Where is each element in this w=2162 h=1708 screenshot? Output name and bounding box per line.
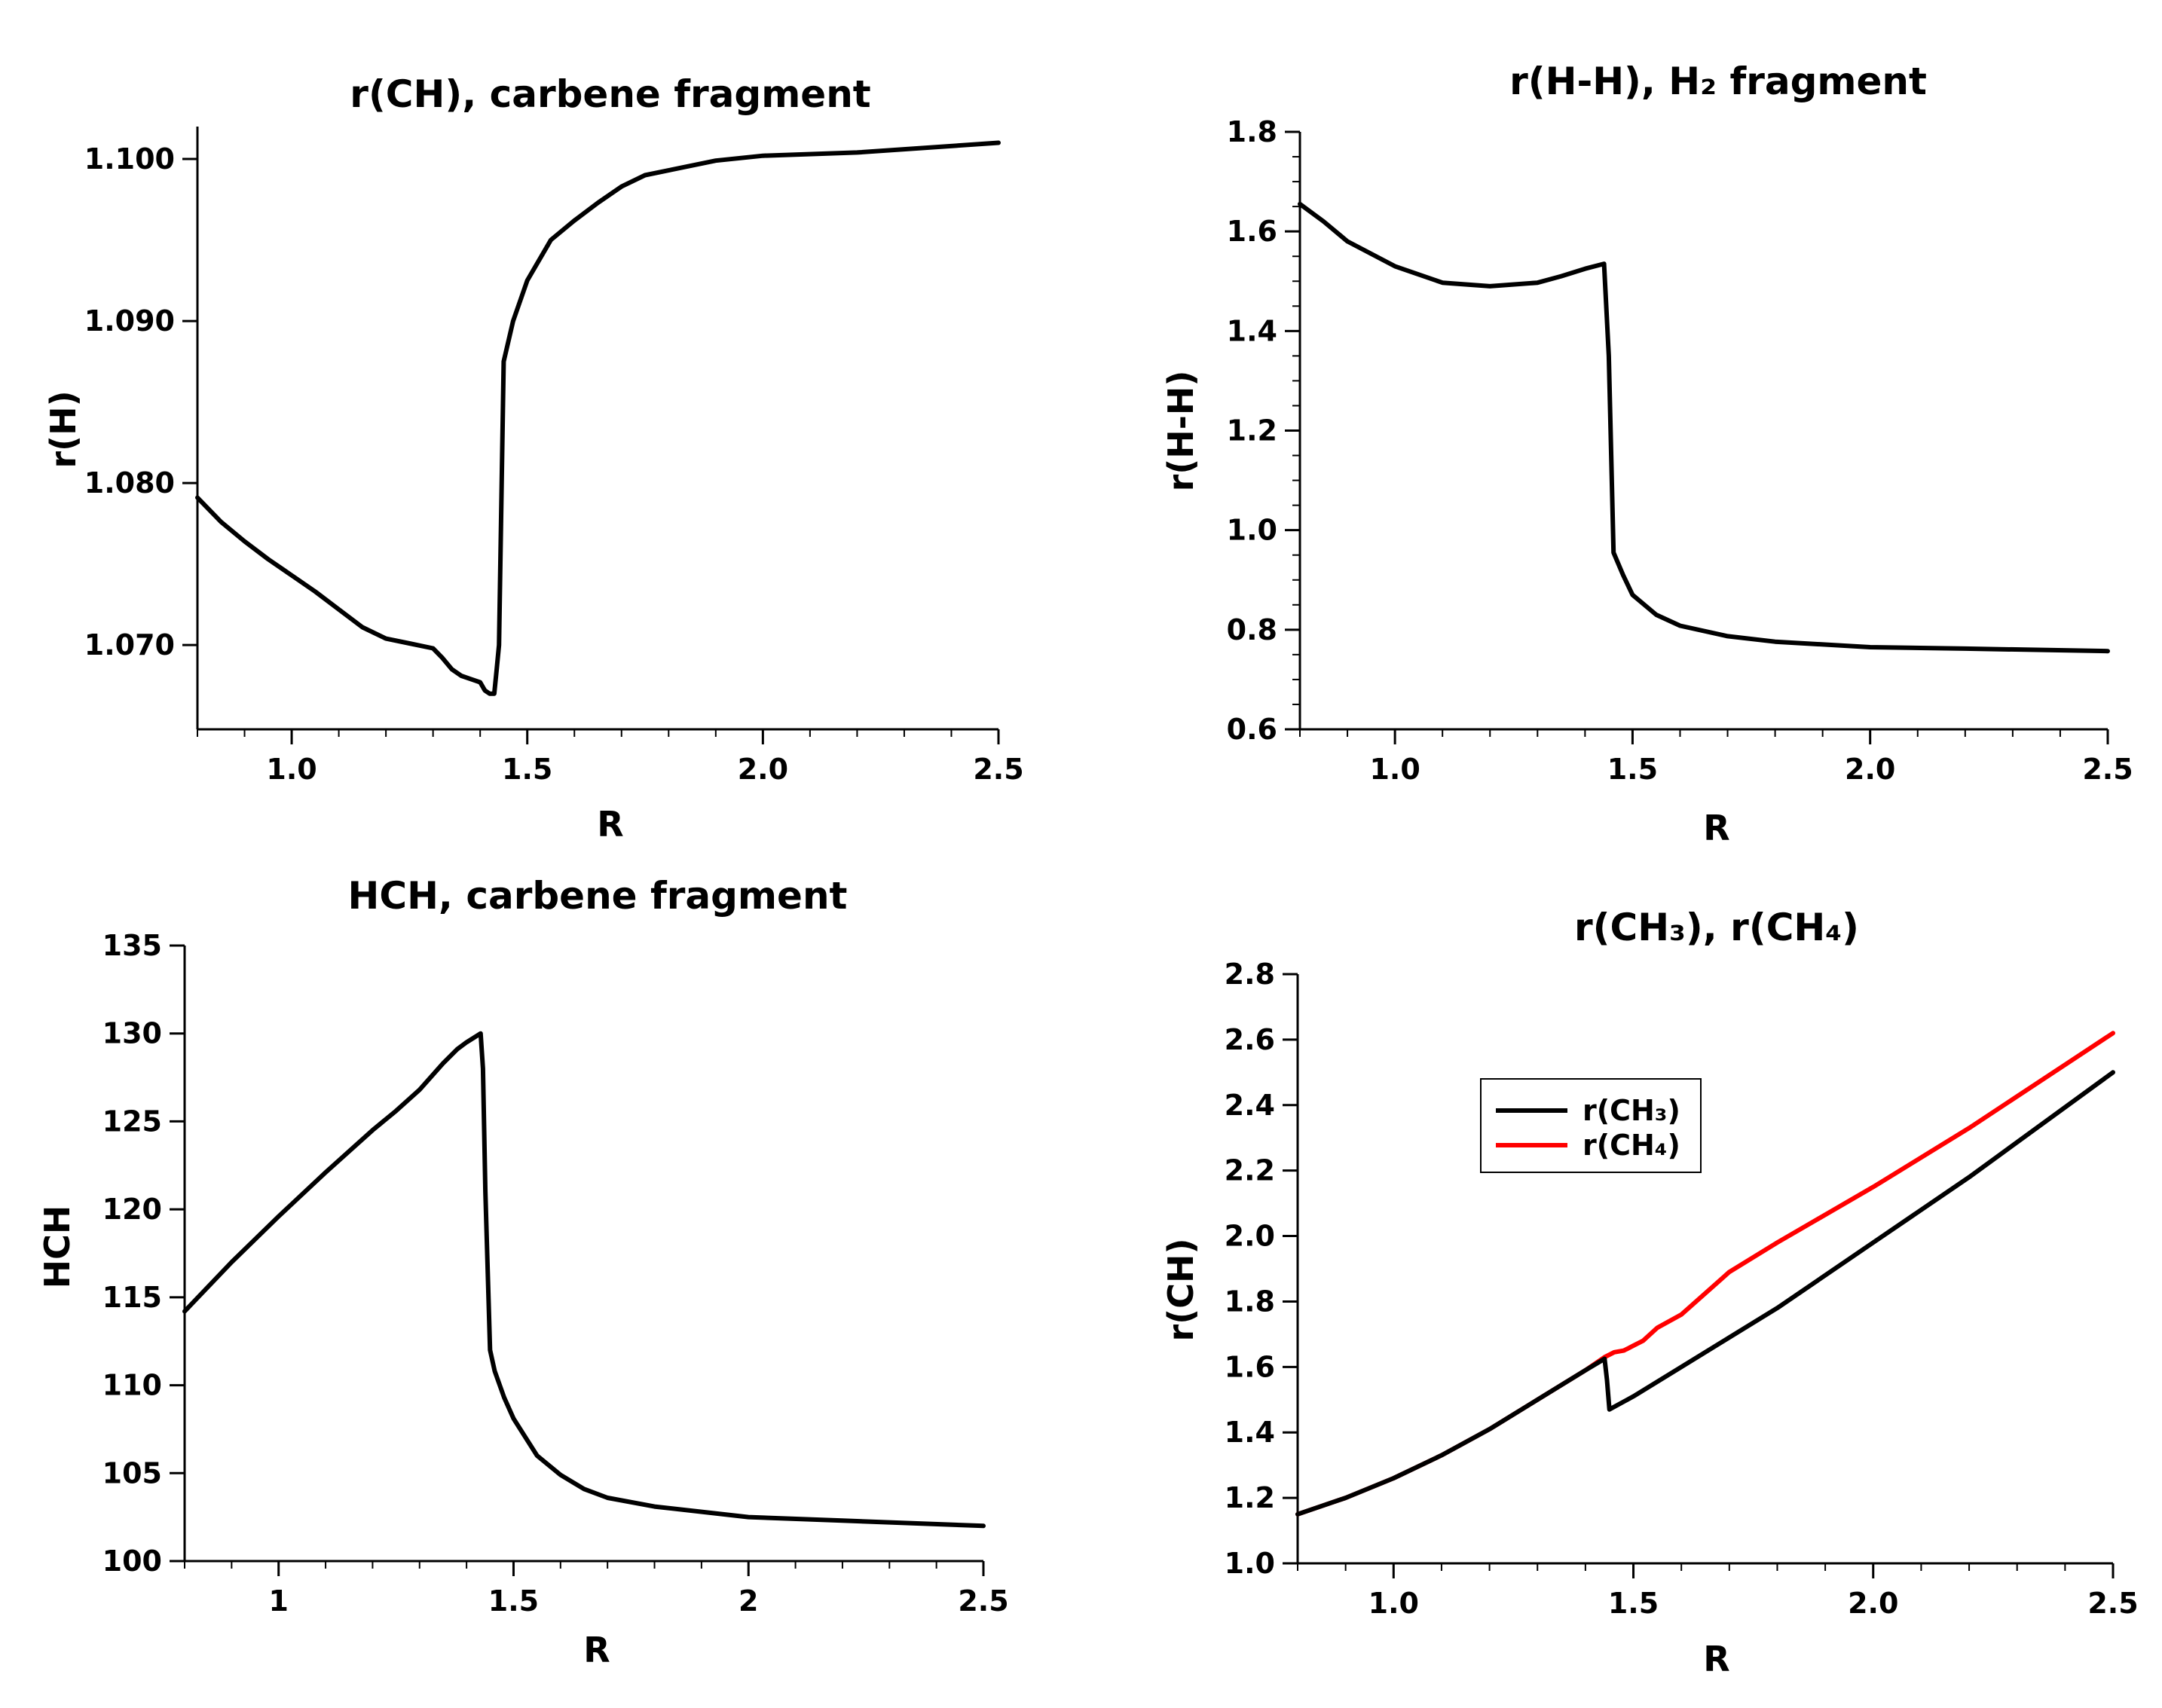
y-tick-label: 135 xyxy=(102,929,162,962)
x-tick-label: 2.0 xyxy=(1848,1587,1898,1620)
y-tick-label: 1.2 xyxy=(1225,1481,1275,1514)
x-tick-label: 2.5 xyxy=(973,753,1023,786)
x-tick-label: 1.0 xyxy=(1368,1587,1419,1620)
y-tick-label: 1.080 xyxy=(84,466,175,500)
panel-hch-carbene: HCH, carbene fragment R HCH 1 1.5 2 2.5 100 1… xyxy=(37,874,1009,1670)
y-tick-label: 0.6 xyxy=(1227,713,1277,746)
y-tick-label: 2.2 xyxy=(1225,1154,1275,1187)
chart-title: HCH, carbene fragment xyxy=(348,874,848,918)
x-tick-label: 1.5 xyxy=(1608,1587,1659,1620)
y-tick-label: 1.100 xyxy=(84,142,175,176)
y-tick-label: 110 xyxy=(102,1369,162,1402)
legend: r(CH₃) r(CH₄) xyxy=(1480,1078,1702,1173)
y-tick-label: 105 xyxy=(102,1456,162,1490)
x-tick-label: 2 xyxy=(739,1584,758,1618)
y-tick-label: 2.4 xyxy=(1225,1089,1275,1122)
x-tick-label: 2.5 xyxy=(2087,1587,2138,1620)
y-tick-label: 2.0 xyxy=(1225,1220,1275,1253)
y-tick-label: 1.6 xyxy=(1227,215,1277,248)
x-tick-label: 1.5 xyxy=(488,1584,539,1618)
y-tick-label: 2.6 xyxy=(1225,1023,1275,1056)
x-tick-label: 2.0 xyxy=(738,753,788,786)
x-tick-label: 1.5 xyxy=(502,753,552,786)
y-tick-label: 1.8 xyxy=(1227,115,1277,148)
series-line xyxy=(195,140,1001,696)
legend-label-rch3: r(CH₃) xyxy=(1583,1094,1680,1127)
series-line xyxy=(182,1031,986,1529)
x-tick-label: 1.0 xyxy=(1369,753,1420,786)
y-tick-label: 1.090 xyxy=(84,304,175,338)
y-tick-label: 1.0 xyxy=(1227,514,1277,547)
panel-rch3-rch4: r(CH₃), r(CH₄) R r(CH) r(CH₃) r(CH₄) 1.0… xyxy=(1161,906,2139,1679)
y-axis-label: r(CH) xyxy=(1161,1239,1201,1342)
panel-rch-carbene: r(CH), carbene fragment R r(H) 1.0 1.5 2.0… xyxy=(43,72,1024,845)
legend-frame xyxy=(1480,1078,1702,1173)
y-tick-label: 130 xyxy=(102,1017,162,1050)
x-tick-label: 1.0 xyxy=(266,753,317,786)
y-axis-label: r(H) xyxy=(43,390,84,468)
series-line-rch xyxy=(1295,1031,2115,1517)
y-tick-label: 125 xyxy=(102,1105,162,1138)
series-line xyxy=(1298,201,2110,654)
y-tick-label: 100 xyxy=(102,1545,162,1578)
y-tick-label: 2.8 xyxy=(1225,958,1275,991)
legend-label-rch4: r(CH₄) xyxy=(1583,1129,1680,1162)
series-line-rch xyxy=(1295,1070,2115,1517)
chart-title: r(CH), carbene fragment xyxy=(350,72,870,116)
y-tick-label: 1.0 xyxy=(1225,1547,1275,1580)
x-tick-label: 1.5 xyxy=(1607,753,1658,786)
y-tick-label: 1.2 xyxy=(1227,414,1277,448)
y-axis-label: r(H-H) xyxy=(1161,371,1201,492)
x-tick-label: 1 xyxy=(268,1584,288,1618)
y-tick-label: 115 xyxy=(102,1281,162,1314)
y-axis-label: HCH xyxy=(37,1205,78,1289)
x-axis-label: R xyxy=(1703,1639,1729,1679)
y-tick-label: 1.4 xyxy=(1225,1416,1275,1449)
chart-title: r(H-H), H₂ fragment xyxy=(1509,60,1927,103)
x-tick-label: 2.5 xyxy=(958,1584,1008,1618)
y-tick-label: 1.4 xyxy=(1227,314,1277,347)
panel-rhh-h2: r(H-H), H₂ fragment R r(H-H) 1.0 1.5 2.0 2.… xyxy=(1161,60,2133,848)
y-tick-label: 1.8 xyxy=(1225,1285,1275,1318)
y-tick-label: 1.6 xyxy=(1225,1350,1275,1383)
x-axis-label: R xyxy=(1703,808,1729,848)
x-axis-label: R xyxy=(583,1630,610,1670)
y-tick-label: 0.8 xyxy=(1227,613,1277,646)
y-tick-label: 1.070 xyxy=(84,628,175,662)
x-tick-label: 2.0 xyxy=(1845,753,1895,786)
x-tick-label: 2.5 xyxy=(2082,753,2133,786)
y-tick-label: 120 xyxy=(102,1193,162,1226)
x-axis-label: R xyxy=(597,804,623,845)
chart-title: r(CH₃), r(CH₄) xyxy=(1574,906,1859,949)
